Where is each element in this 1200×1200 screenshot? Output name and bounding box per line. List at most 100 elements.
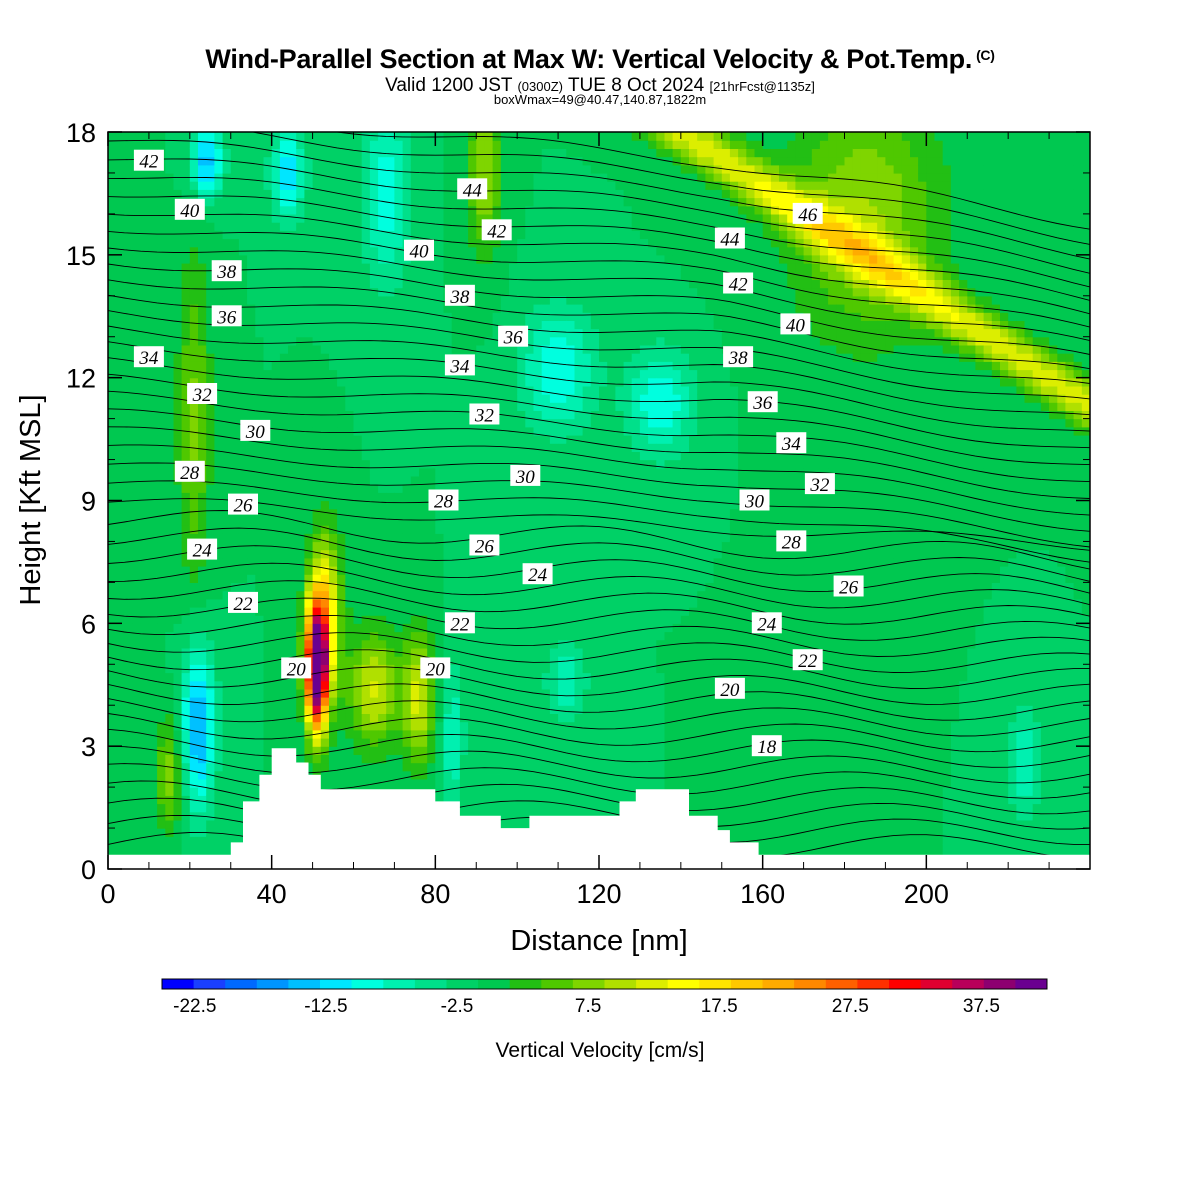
velocity-cell [345, 189, 355, 199]
velocity-cell [116, 500, 125, 510]
velocity-cell [116, 623, 125, 633]
velocity-cell [108, 230, 117, 240]
velocity-cell [476, 762, 486, 772]
velocity-cell [173, 484, 183, 493]
velocity-cell [288, 631, 297, 641]
velocity-cell [189, 287, 199, 297]
velocity-cell [476, 639, 486, 649]
velocity-cell [369, 754, 379, 764]
velocity-cell [386, 705, 395, 714]
velocity-cell [329, 369, 338, 379]
velocity-cell [206, 795, 215, 805]
velocity-cell [435, 598, 445, 608]
velocity-cell [451, 394, 461, 403]
velocity-cell [329, 574, 338, 583]
velocity-cell [386, 164, 395, 174]
velocity-cell [459, 533, 469, 543]
velocity-cell [271, 230, 281, 240]
velocity-cell [312, 541, 322, 551]
velocity-cell [165, 156, 175, 166]
velocity-cell [206, 721, 215, 731]
velocity-cell [198, 574, 207, 583]
velocity-cell [288, 467, 297, 477]
velocity-cell [459, 246, 469, 256]
velocity-cell [476, 385, 486, 395]
velocity-cell [148, 721, 158, 731]
velocity-cell [108, 664, 117, 674]
velocity-cell [509, 582, 518, 592]
velocity-cell [525, 492, 535, 502]
velocity-cell [304, 721, 314, 731]
velocity-cell [116, 156, 125, 166]
velocity-cell [173, 615, 183, 624]
velocity-cell [296, 222, 305, 231]
velocity-cell [525, 181, 535, 190]
velocity-cell [214, 197, 224, 207]
velocity-cell [394, 762, 404, 772]
velocity-cell [214, 508, 224, 518]
velocity-cell [468, 426, 477, 436]
velocity-cell [353, 525, 363, 534]
velocity-cell [345, 754, 355, 764]
velocity-cell [500, 729, 510, 739]
velocity-cell [320, 607, 330, 616]
velocity-cell [320, 304, 330, 313]
velocity-cell [198, 148, 207, 158]
velocity-cell [419, 746, 428, 755]
velocity-cell [484, 738, 494, 747]
velocity-cell [459, 156, 469, 166]
velocity-cell [189, 590, 199, 600]
velocity-cell [459, 664, 469, 674]
velocity-cell [116, 197, 125, 207]
velocity-cell [181, 688, 191, 698]
velocity-cell [476, 598, 486, 608]
velocity-cell [140, 721, 150, 731]
velocity-cell [148, 836, 158, 845]
velocity-cell [263, 500, 273, 510]
velocity-cell [189, 738, 199, 747]
velocity-cell [517, 541, 526, 551]
velocity-cell [222, 778, 232, 788]
velocity-cell [468, 148, 477, 158]
velocity-cell [500, 672, 510, 682]
velocity-cell [238, 385, 248, 395]
velocity-cell [271, 304, 281, 313]
velocity-cell [484, 647, 494, 657]
velocity-cell [541, 246, 551, 256]
velocity-cell [108, 320, 117, 330]
velocity-cell [271, 541, 281, 551]
velocity-cell [549, 385, 559, 395]
velocity-cell [345, 385, 355, 395]
velocity-cell [108, 598, 117, 608]
velocity-cell [132, 492, 142, 502]
velocity-cell [337, 680, 346, 690]
velocity-cell [255, 263, 265, 272]
velocity-cell [116, 410, 125, 420]
velocity-cell [451, 189, 461, 199]
velocity-cell [509, 688, 518, 698]
velocity-cell [402, 295, 412, 305]
velocity-cell [378, 320, 387, 330]
velocity-cell [410, 566, 420, 575]
velocity-cell [189, 787, 199, 796]
velocity-cell [517, 435, 526, 444]
velocity-cell [140, 172, 150, 182]
velocity-cell [378, 549, 387, 559]
velocity-cell [247, 713, 256, 723]
velocity-cell [329, 148, 338, 158]
velocity-cell [329, 377, 338, 387]
velocity-cell [140, 582, 150, 592]
velocity-cell [369, 729, 379, 739]
valid-zulu: (0300Z) [517, 79, 563, 94]
velocity-cell [427, 344, 436, 354]
velocity-cell [140, 402, 150, 411]
velocity-cell [320, 164, 330, 174]
velocity-cell [329, 492, 338, 502]
velocity-cell [279, 304, 289, 313]
velocity-cell [402, 320, 412, 330]
velocity-cell [206, 164, 215, 174]
velocity-cell [533, 336, 543, 346]
velocity-cell [517, 312, 526, 321]
velocity-cell [484, 492, 494, 502]
velocity-cell [288, 320, 297, 330]
